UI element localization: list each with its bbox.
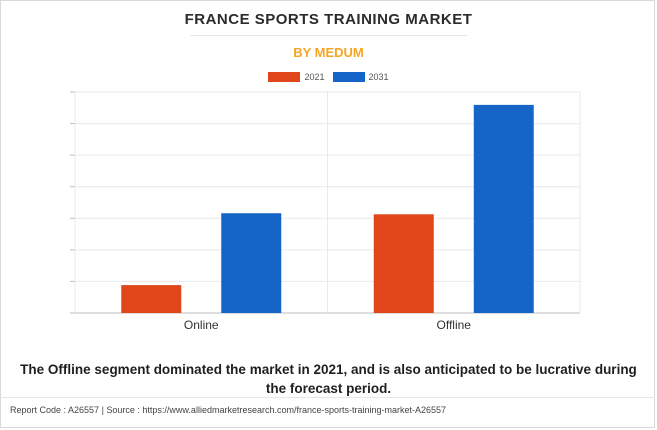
bar-online-2021 [121,285,182,313]
footer-divider [0,397,655,398]
legend-item-2031[interactable]: 2031 [332,72,389,82]
legend-label-2031: 2031 [368,72,389,82]
chart-caption: The Offline segment dominated the market… [20,362,637,396]
bar-online-2031 [221,213,282,313]
legend-swatch-2021 [268,72,301,82]
report-footer: Report Code : A26557 | Source : https://… [10,405,447,415]
bar-offline-2031 [473,104,534,314]
title-divider [190,35,467,36]
legend-item-2021[interactable]: 2021 [268,72,325,82]
x-tick-label-offline: Offline [437,318,472,332]
chart-title: FRANCE SPORTS TRAINING MARKET [184,11,473,28]
x-tick-label-online: Online [184,318,219,332]
legend-label-2021: 2021 [304,72,325,82]
bar-chart: Online Offline [70,91,581,332]
chart-legend: 2021 2031 [0,72,657,82]
chart-subtitle: BY MEDUM [293,45,364,60]
legend-swatch-2031 [332,72,365,82]
bar-offline-2021 [373,214,434,313]
